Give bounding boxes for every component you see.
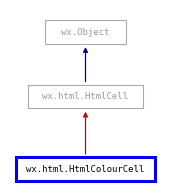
Text: wx.html.HtmlCell: wx.html.HtmlCell — [43, 92, 128, 101]
FancyBboxPatch shape — [16, 157, 155, 181]
Text: wx.html.HtmlColourCell: wx.html.HtmlColourCell — [26, 165, 145, 174]
FancyBboxPatch shape — [28, 85, 143, 108]
FancyBboxPatch shape — [45, 20, 126, 44]
Text: wx.Object: wx.Object — [61, 28, 110, 37]
